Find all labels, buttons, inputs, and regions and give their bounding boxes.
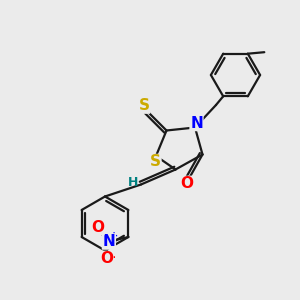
Text: -: - (110, 250, 116, 264)
Text: N: N (190, 116, 203, 130)
Text: S: S (150, 154, 161, 169)
Text: +: + (110, 230, 118, 241)
Text: H: H (128, 176, 138, 189)
Text: O: O (180, 176, 193, 191)
Text: N: N (103, 234, 115, 249)
Text: S: S (139, 98, 149, 113)
Text: O: O (100, 251, 113, 266)
Text: O: O (91, 220, 104, 235)
